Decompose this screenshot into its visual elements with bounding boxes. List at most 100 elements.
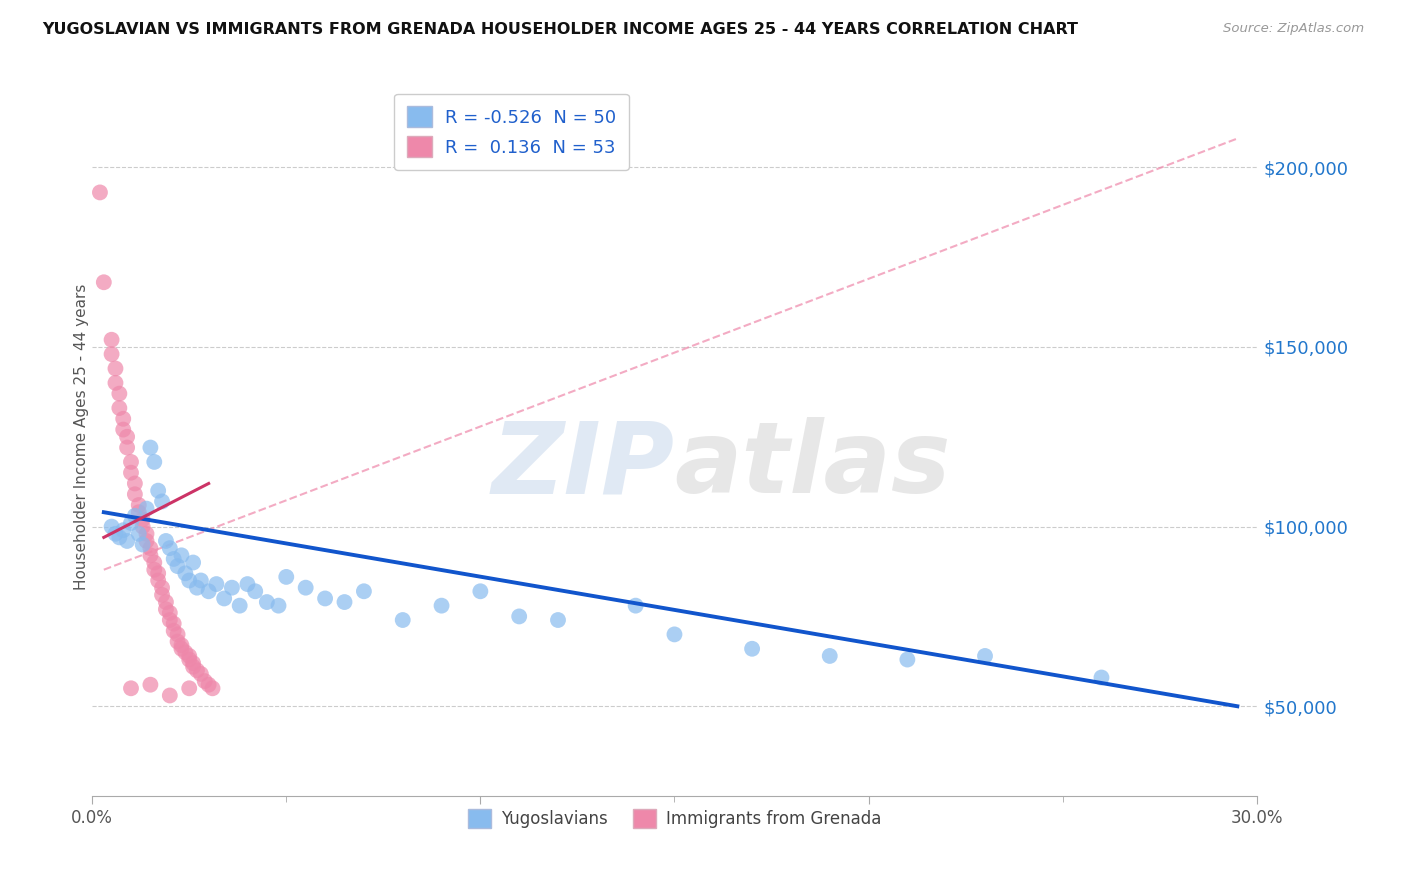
Point [624,599,647,613]
Point [166,634,188,648]
Point [201,681,224,696]
Point [143,556,166,570]
Point [166,627,188,641]
Point [115,430,138,444]
Point [93,275,115,289]
Point [135,526,157,541]
Point [139,441,162,455]
Text: YUGOSLAVIAN VS IMMIGRANTS FROM GRENADA HOUSEHOLDER INCOME AGES 25 - 44 YEARS COR: YUGOSLAVIAN VS IMMIGRANTS FROM GRENADA H… [42,22,1078,37]
Point [146,566,169,581]
Point [181,659,204,673]
Point [104,526,127,541]
Point [146,483,169,498]
Point [139,541,162,556]
Point [124,487,146,501]
Point [150,581,173,595]
Point [391,613,413,627]
Point [108,386,131,401]
Point [741,641,763,656]
Point [104,361,127,376]
Point [245,584,267,599]
Point [159,606,181,620]
Point [221,581,243,595]
Point [155,602,177,616]
Point [128,505,150,519]
Point [186,581,208,595]
Point [143,455,166,469]
Point [179,652,201,666]
Point [100,333,122,347]
Point [174,645,197,659]
Point [664,627,686,641]
Point [179,681,201,696]
Point [124,508,146,523]
Point [124,476,146,491]
Point [115,441,138,455]
Text: Source: ZipAtlas.com: Source: ZipAtlas.com [1223,22,1364,36]
Point [112,423,135,437]
Point [159,689,181,703]
Point [155,533,177,548]
Point [120,455,142,469]
Point [294,581,316,595]
Point [818,648,841,663]
Point [170,638,193,652]
Point [179,574,201,588]
Point [267,599,290,613]
Point [170,549,193,563]
Point [128,526,150,541]
Point [112,412,135,426]
Text: atlas: atlas [675,417,950,514]
Point [89,186,111,200]
Point [181,656,204,670]
Y-axis label: Householder Income Ages 25 - 44 years: Householder Income Ages 25 - 44 years [73,284,89,590]
Point [430,599,453,613]
Text: ZIP: ZIP [492,417,675,514]
Point [179,648,201,663]
Point [353,584,375,599]
Point [155,595,177,609]
Point [163,616,186,631]
Point [135,533,157,548]
Point [190,667,212,681]
Point [547,613,569,627]
Point [108,530,131,544]
Point [197,584,219,599]
Point [139,549,162,563]
Point [163,552,186,566]
Point [170,641,193,656]
Point [139,678,162,692]
Point [159,541,181,556]
Point [150,494,173,508]
Point [143,563,166,577]
Point [100,347,122,361]
Point [508,609,530,624]
Point [135,501,157,516]
Point [974,648,997,663]
Point [333,595,356,609]
Point [115,533,138,548]
Point [181,556,204,570]
Point [166,559,188,574]
Point [194,674,217,689]
Point [159,613,181,627]
Point [163,624,186,638]
Point [314,591,336,606]
Point [112,523,135,537]
Point [174,566,197,581]
Point [212,591,235,606]
Point [197,678,219,692]
Point [100,519,122,533]
Point [120,681,142,696]
Point [205,577,228,591]
Legend: Yugoslavians, Immigrants from Grenada: Yugoslavians, Immigrants from Grenada [461,802,889,835]
Point [186,663,208,677]
Point [128,498,150,512]
Point [146,574,169,588]
Point [150,588,173,602]
Point [104,376,127,390]
Point [896,652,918,666]
Point [190,574,212,588]
Point [236,577,259,591]
Point [131,519,153,533]
